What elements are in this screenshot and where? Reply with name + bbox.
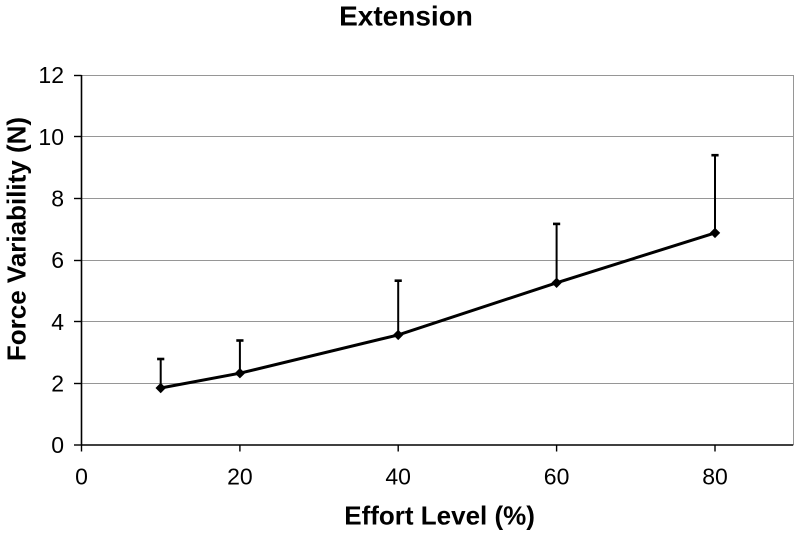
svg-text:Force Variability (N): Force Variability (N) — [1, 117, 31, 361]
svg-text:Extension: Extension — [339, 0, 473, 31]
svg-text:4: 4 — [51, 309, 64, 335]
svg-text:2: 2 — [51, 370, 64, 396]
svg-text:10: 10 — [38, 124, 64, 150]
svg-text:12: 12 — [38, 62, 64, 88]
svg-text:20: 20 — [227, 464, 253, 490]
svg-text:40: 40 — [385, 464, 411, 490]
svg-text:0: 0 — [51, 432, 64, 458]
svg-text:0: 0 — [75, 464, 88, 490]
svg-text:6: 6 — [51, 247, 64, 273]
svg-text:Effort Level (%): Effort Level (%) — [344, 500, 535, 530]
svg-text:60: 60 — [544, 464, 570, 490]
svg-text:80: 80 — [702, 464, 728, 490]
svg-text:8: 8 — [51, 185, 64, 211]
